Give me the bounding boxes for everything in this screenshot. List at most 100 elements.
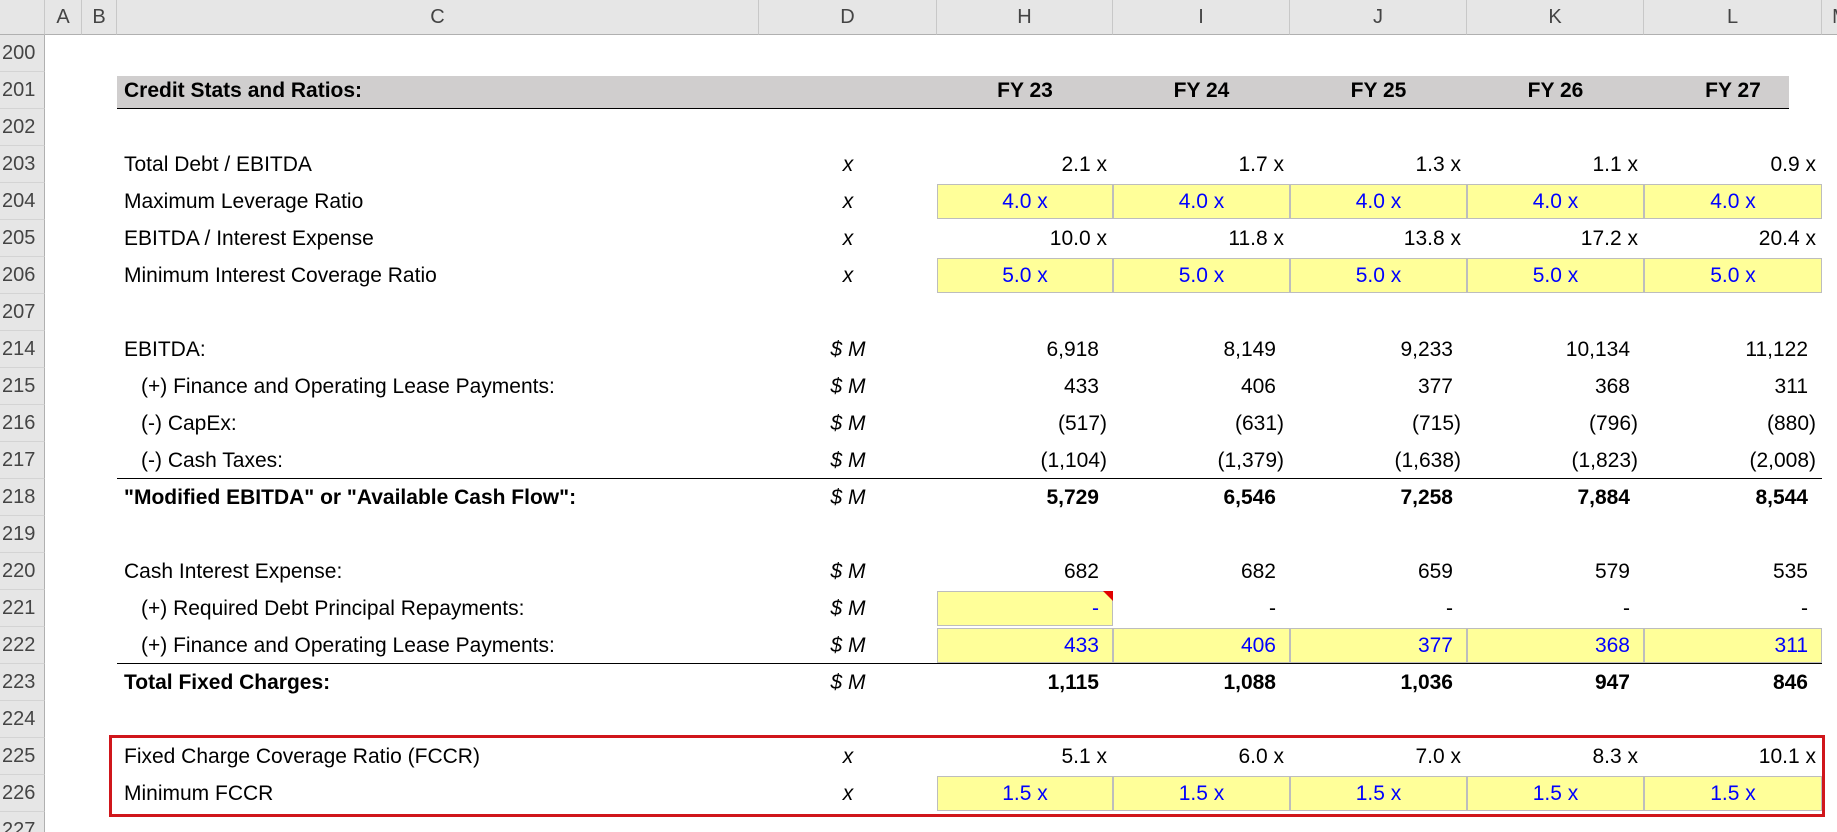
- period-header: FY 23: [997, 79, 1053, 102]
- cell-value: (1,104): [1040, 449, 1107, 472]
- cell-value: -: [1269, 597, 1276, 620]
- cell-value[interactable]: 4.0 x: [1002, 190, 1048, 213]
- row-number[interactable]: 207: [0, 294, 45, 331]
- cell-value[interactable]: 1.5 x: [1355, 782, 1402, 805]
- header-band: [117, 76, 1789, 109]
- row-number[interactable]: 222: [0, 627, 45, 664]
- cell-value: 311: [1774, 375, 1808, 398]
- row-number[interactable]: 221: [0, 590, 45, 627]
- column-header[interactable]: A: [45, 0, 82, 35]
- row-number[interactable]: 206: [0, 257, 45, 294]
- cell-value[interactable]: 433: [1063, 634, 1099, 657]
- cell-value[interactable]: 5.0 x: [1178, 264, 1225, 287]
- cell-value: (1,379): [1217, 449, 1284, 472]
- cell-value[interactable]: 4.0 x: [1178, 190, 1225, 213]
- row-number[interactable]: 205: [0, 220, 45, 257]
- cell-value: 1.7 x: [1238, 153, 1284, 176]
- input-cell: [937, 628, 1113, 663]
- column-header[interactable]: H: [937, 0, 1113, 35]
- cell-value: 7,258: [1400, 486, 1453, 509]
- cell-value: 10.0 x: [1049, 227, 1107, 250]
- unit: x: [842, 782, 854, 805]
- unit: x: [842, 745, 854, 768]
- cell-value: 11,122: [1745, 338, 1808, 361]
- cell-value[interactable]: 5.0 x: [1355, 264, 1402, 287]
- row-label: Credit Stats and Ratios:: [124, 79, 363, 102]
- cell-value[interactable]: -: [1092, 597, 1099, 620]
- row-number[interactable]: 218: [0, 479, 45, 516]
- input-cell: [1290, 184, 1467, 219]
- column-header[interactable]: K: [1467, 0, 1644, 35]
- row-number[interactable]: 216: [0, 405, 45, 442]
- cell-value[interactable]: 4.0 x: [1532, 190, 1579, 213]
- cell-value[interactable]: 377: [1417, 634, 1453, 657]
- row-number[interactable]: 204: [0, 183, 45, 220]
- row-label: (-) CapEx:: [141, 412, 237, 435]
- row-number[interactable]: 217: [0, 442, 45, 479]
- unit: $ M: [830, 597, 866, 620]
- column-header[interactable]: I: [1113, 0, 1290, 35]
- row-number[interactable]: 223: [0, 664, 45, 701]
- cell-value[interactable]: 406: [1240, 634, 1276, 657]
- cell-value[interactable]: 5.0 x: [1710, 264, 1756, 287]
- row-label: Fixed Charge Coverage Ratio (FCCR): [124, 745, 480, 768]
- cell-value: 6,546: [1223, 486, 1276, 509]
- input-cell: [937, 776, 1113, 811]
- cell-value[interactable]: 1.5 x: [1178, 782, 1225, 805]
- cell-value: 368: [1594, 375, 1630, 398]
- row-label: EBITDA:: [124, 338, 206, 361]
- cell-value[interactable]: 1.5 x: [1532, 782, 1579, 805]
- column-header[interactable]: M: [1822, 0, 1837, 35]
- row-number[interactable]: 203: [0, 146, 45, 183]
- input-cell: [1467, 776, 1644, 811]
- unit: $ M: [830, 412, 866, 435]
- unit: $ M: [830, 486, 866, 509]
- unit: $ M: [830, 449, 866, 472]
- row-number[interactable]: 201: [0, 72, 45, 109]
- unit: x: [842, 227, 854, 250]
- unit: $ M: [830, 375, 866, 398]
- cell-value[interactable]: 1.5 x: [1710, 782, 1756, 805]
- cell-value: 1,115: [1047, 671, 1099, 694]
- total-line: [117, 663, 1822, 664]
- row-number[interactable]: 225: [0, 738, 45, 775]
- column-header[interactable]: J: [1290, 0, 1467, 35]
- cell-value: 6.0 x: [1238, 745, 1284, 768]
- cell-value: -: [1801, 597, 1808, 620]
- cell-value[interactable]: 5.0 x: [1532, 264, 1579, 287]
- row-number[interactable]: 220: [0, 553, 45, 590]
- cell-value: 6,918: [1046, 338, 1099, 361]
- row-number[interactable]: 200: [0, 35, 45, 72]
- period-header: FY 24: [1173, 79, 1230, 102]
- cell-value[interactable]: 311: [1774, 634, 1808, 657]
- column-header[interactable]: B: [82, 0, 117, 35]
- row-number[interactable]: 219: [0, 516, 45, 553]
- row-number[interactable]: 224: [0, 701, 45, 738]
- cell-value: 11.8 x: [1228, 227, 1284, 250]
- column-header[interactable]: D: [759, 0, 937, 35]
- cell-value: 7.0 x: [1415, 745, 1461, 768]
- cell-value[interactable]: 4.0 x: [1355, 190, 1402, 213]
- cell-value[interactable]: 1.5 x: [1002, 782, 1048, 805]
- input-cell: [1290, 628, 1467, 663]
- row-number[interactable]: 227: [0, 812, 45, 832]
- input-cell: [1644, 258, 1822, 293]
- cell-value: (1,823): [1571, 449, 1638, 472]
- column-header[interactable]: C: [117, 0, 759, 35]
- row-number[interactable]: 214: [0, 331, 45, 368]
- cell-value: 579: [1594, 560, 1630, 583]
- cell-value[interactable]: 4.0 x: [1710, 190, 1756, 213]
- cell-value: 682: [1240, 560, 1276, 583]
- cell-value[interactable]: 368: [1594, 634, 1630, 657]
- corner-cell: [0, 0, 45, 35]
- row-label: Total Debt / EBITDA: [124, 153, 312, 176]
- row-label: EBITDA / Interest Expense: [124, 227, 374, 250]
- input-cell: [1644, 776, 1822, 811]
- column-header[interactable]: L: [1644, 0, 1822, 35]
- row-label: Total Fixed Charges:: [124, 671, 331, 694]
- row-number[interactable]: 202: [0, 109, 45, 146]
- cell-value[interactable]: 5.0 x: [1002, 264, 1048, 287]
- cell-value: 10.1 x: [1758, 745, 1816, 768]
- row-number[interactable]: 226: [0, 775, 45, 812]
- row-number[interactable]: 215: [0, 368, 45, 405]
